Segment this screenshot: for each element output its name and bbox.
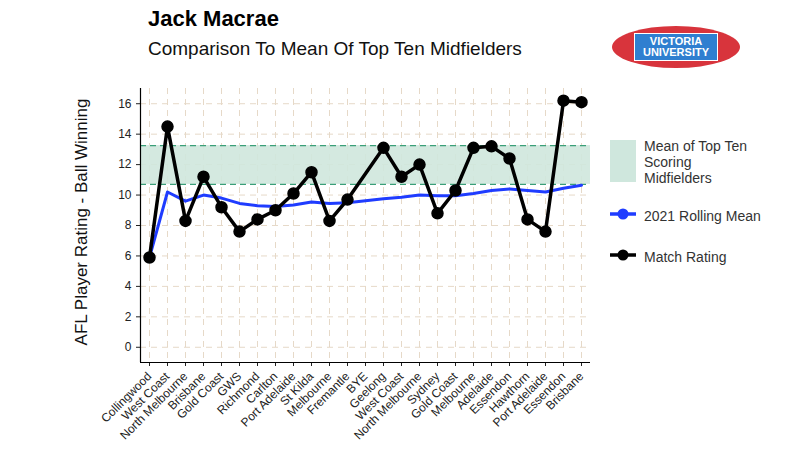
svg-text:2: 2	[125, 310, 132, 324]
html-text:AFL Player Rating - Ball Winni: AFL Player Rating - Ball Winning	[72, 98, 91, 346]
html-text:Jack Macrae: Jack Macrae	[148, 6, 279, 31]
svg-text:Brisbane: Brisbane	[543, 369, 587, 413]
svg-text:Brisbane: Brisbane	[164, 369, 209, 413]
html-text:2021 Rolling Mean: 2021 Rolling Mean	[644, 207, 761, 224]
svg-text:6: 6	[125, 249, 132, 263]
svg-text:Hawthorn: Hawthorn	[486, 369, 533, 416]
svg-text:Essendon: Essendon	[520, 369, 569, 417]
svg-text:14: 14	[118, 127, 132, 141]
svg-text:Gold Coast: Gold Coast	[174, 369, 227, 422]
html-text:Match Rating: Match Rating	[644, 248, 727, 265]
svg-text:Fremantle: Fremantle	[304, 369, 352, 417]
html-text:UNIVERSITY: UNIVERSITY	[643, 46, 709, 58]
svg-text:Port Adelaide: Port Adelaide	[490, 369, 551, 430]
svg-text:BYE: BYE	[343, 369, 371, 397]
html-text:VICTORIA: VICTORIA	[649, 35, 703, 47]
svg-text:North Melbourne: North Melbourne	[117, 369, 191, 443]
svg-text:Essendon: Essendon	[466, 369, 515, 417]
svg-text:GWS: GWS	[214, 369, 245, 400]
svg-text:Melbourne: Melbourne	[428, 369, 479, 420]
svg-text:4: 4	[125, 279, 132, 293]
svg-text:8: 8	[125, 218, 132, 232]
svg-text:St Kilda: St Kilda	[277, 369, 317, 409]
svg-text:10: 10	[118, 188, 132, 202]
svg-text:16: 16	[118, 97, 132, 111]
svg-text:12: 12	[118, 157, 132, 171]
svg-text:0: 0	[125, 340, 132, 354]
svg-text:Collingwood: Collingwood	[98, 369, 155, 426]
svg-text:Adelaide: Adelaide	[453, 369, 497, 413]
svg-text:Carlton: Carlton	[243, 369, 281, 407]
svg-text:Geelong: Geelong	[346, 369, 389, 412]
svg-text:Sydney: Sydney	[404, 369, 443, 408]
svg-text:Richmond: Richmond	[214, 369, 263, 418]
html-text:Comparison To Mean Of Top Ten: Comparison To Mean Of Top Ten Midfielder…	[148, 38, 522, 59]
svg-text:North Melbourne: North Melbourne	[351, 369, 425, 443]
svg-text:Melbourne: Melbourne	[284, 369, 335, 420]
svg-text:Gold Coast: Gold Coast	[408, 369, 461, 422]
html-text:Mean of Top Ten Scoring Midfie: Mean of Top Ten Scoring Midfielders	[644, 138, 747, 186]
svg-text:West Coast: West Coast	[118, 369, 173, 423]
svg-text:Port Adelaide: Port Adelaide	[238, 369, 299, 430]
svg-text:West Coast: West Coast	[352, 369, 407, 423]
